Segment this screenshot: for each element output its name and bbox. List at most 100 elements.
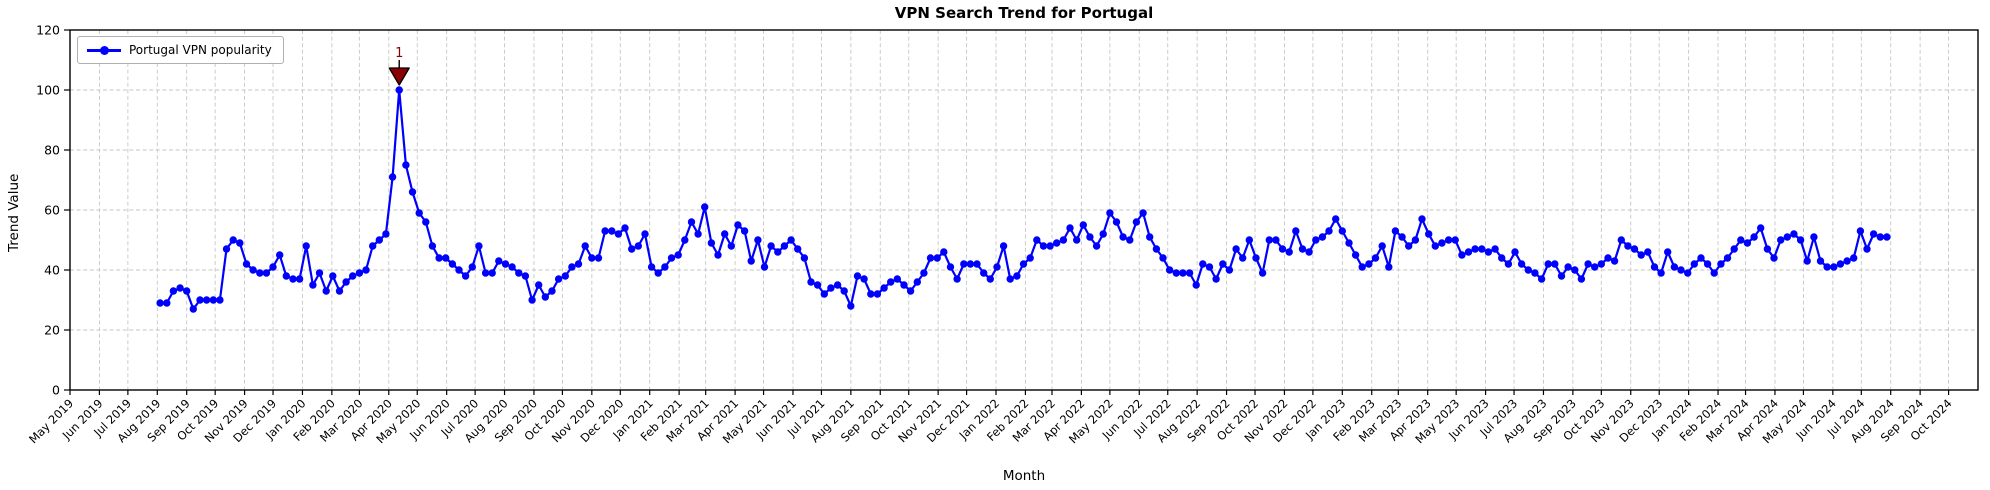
- data-point: [1843, 257, 1851, 265]
- data-point: [1504, 260, 1513, 268]
- data-point: [428, 242, 437, 250]
- data-point: [926, 254, 935, 262]
- data-point: [1391, 227, 1400, 235]
- y-tick-label: 120: [36, 23, 60, 38]
- data-point: [946, 263, 955, 271]
- data-point: [554, 275, 563, 283]
- data-point: [993, 263, 1001, 271]
- data-point: [1517, 260, 1526, 268]
- data-point: [953, 275, 961, 283]
- data-point: [1431, 242, 1440, 250]
- data-point: [1073, 236, 1081, 244]
- data-point: [1351, 251, 1360, 259]
- data-point: [342, 278, 350, 286]
- data-point: [714, 251, 722, 259]
- data-point: [827, 284, 835, 292]
- data-point: [1571, 266, 1579, 274]
- data-point: [535, 281, 543, 289]
- data-point: [1624, 242, 1632, 250]
- data-point: [528, 296, 536, 304]
- data-point: [1763, 245, 1772, 253]
- data-point: [1564, 263, 1572, 271]
- data-point: [1637, 251, 1645, 259]
- data-point: [461, 272, 470, 280]
- data-point: [1438, 239, 1446, 247]
- data-point: [906, 287, 915, 295]
- data-point: [1730, 245, 1738, 253]
- data-point: [282, 272, 290, 280]
- data-point: [222, 245, 231, 253]
- data-point: [388, 173, 397, 181]
- data-point: [847, 302, 855, 310]
- data-point: [1066, 224, 1074, 232]
- data-point: [1577, 275, 1586, 283]
- data-point: [1092, 242, 1101, 250]
- legend-line-marker-icon: [87, 45, 121, 55]
- data-point: [734, 221, 742, 229]
- data-point: [1451, 236, 1459, 244]
- data-point: [1225, 266, 1234, 274]
- data-point: [541, 293, 549, 301]
- data-point: [1650, 263, 1659, 271]
- data-point: [887, 278, 895, 286]
- data-point: [1544, 260, 1552, 268]
- data-point: [1444, 236, 1453, 244]
- data-point: [807, 278, 815, 286]
- data-point: [1690, 260, 1699, 268]
- data-point: [349, 272, 357, 280]
- data-point: [163, 299, 171, 307]
- data-point: [1869, 230, 1878, 238]
- data-point: [1185, 269, 1194, 277]
- legend-label: Portugal VPN popularity: [129, 43, 272, 57]
- data-point: [362, 266, 370, 274]
- data-point: [229, 236, 237, 244]
- data-point: [1172, 269, 1181, 277]
- data-point: [767, 242, 775, 250]
- y-tick-label: 80: [44, 143, 60, 158]
- data-point: [727, 242, 735, 250]
- data-point: [1883, 233, 1891, 241]
- data-point: [1265, 236, 1274, 244]
- data-point: [1664, 248, 1672, 256]
- y-tick-label: 100: [36, 83, 60, 98]
- data-point: [415, 209, 423, 217]
- data-point: [1511, 248, 1519, 256]
- data-point: [628, 245, 636, 253]
- data-point: [867, 290, 875, 298]
- data-point: [654, 269, 662, 277]
- data-point: [1816, 257, 1825, 265]
- data-point: [1298, 245, 1307, 253]
- data-point: [1278, 245, 1287, 253]
- data-point: [747, 257, 755, 265]
- data-point: [1106, 209, 1114, 217]
- data-point: [1378, 242, 1386, 250]
- data-point: [156, 299, 164, 307]
- data-point: [860, 275, 868, 283]
- data-point: [1491, 245, 1499, 253]
- data-point: [501, 260, 510, 268]
- data-point: [561, 272, 569, 280]
- trend-line: [160, 88, 1887, 311]
- data-point: [1358, 263, 1366, 271]
- data-point: [1856, 227, 1865, 235]
- data-point: [1557, 272, 1566, 280]
- data-point: [966, 260, 975, 268]
- data-point: [588, 254, 596, 262]
- data-point: [1059, 236, 1068, 244]
- data-point: [1617, 236, 1626, 244]
- data-point: [853, 272, 862, 280]
- data-point: [1126, 236, 1134, 244]
- data-point: [322, 287, 330, 295]
- data-point: [820, 290, 828, 298]
- data-point: [634, 242, 642, 250]
- data-point: [641, 230, 649, 238]
- data-point: [1212, 275, 1220, 283]
- data-point: [1039, 242, 1048, 250]
- data-point: [1192, 281, 1200, 289]
- data-point: [1019, 260, 1028, 268]
- data-point: [1285, 248, 1293, 256]
- data-point: [940, 248, 948, 256]
- data-point: [1013, 272, 1021, 280]
- data-point: [1239, 254, 1247, 262]
- data-point: [1219, 260, 1227, 268]
